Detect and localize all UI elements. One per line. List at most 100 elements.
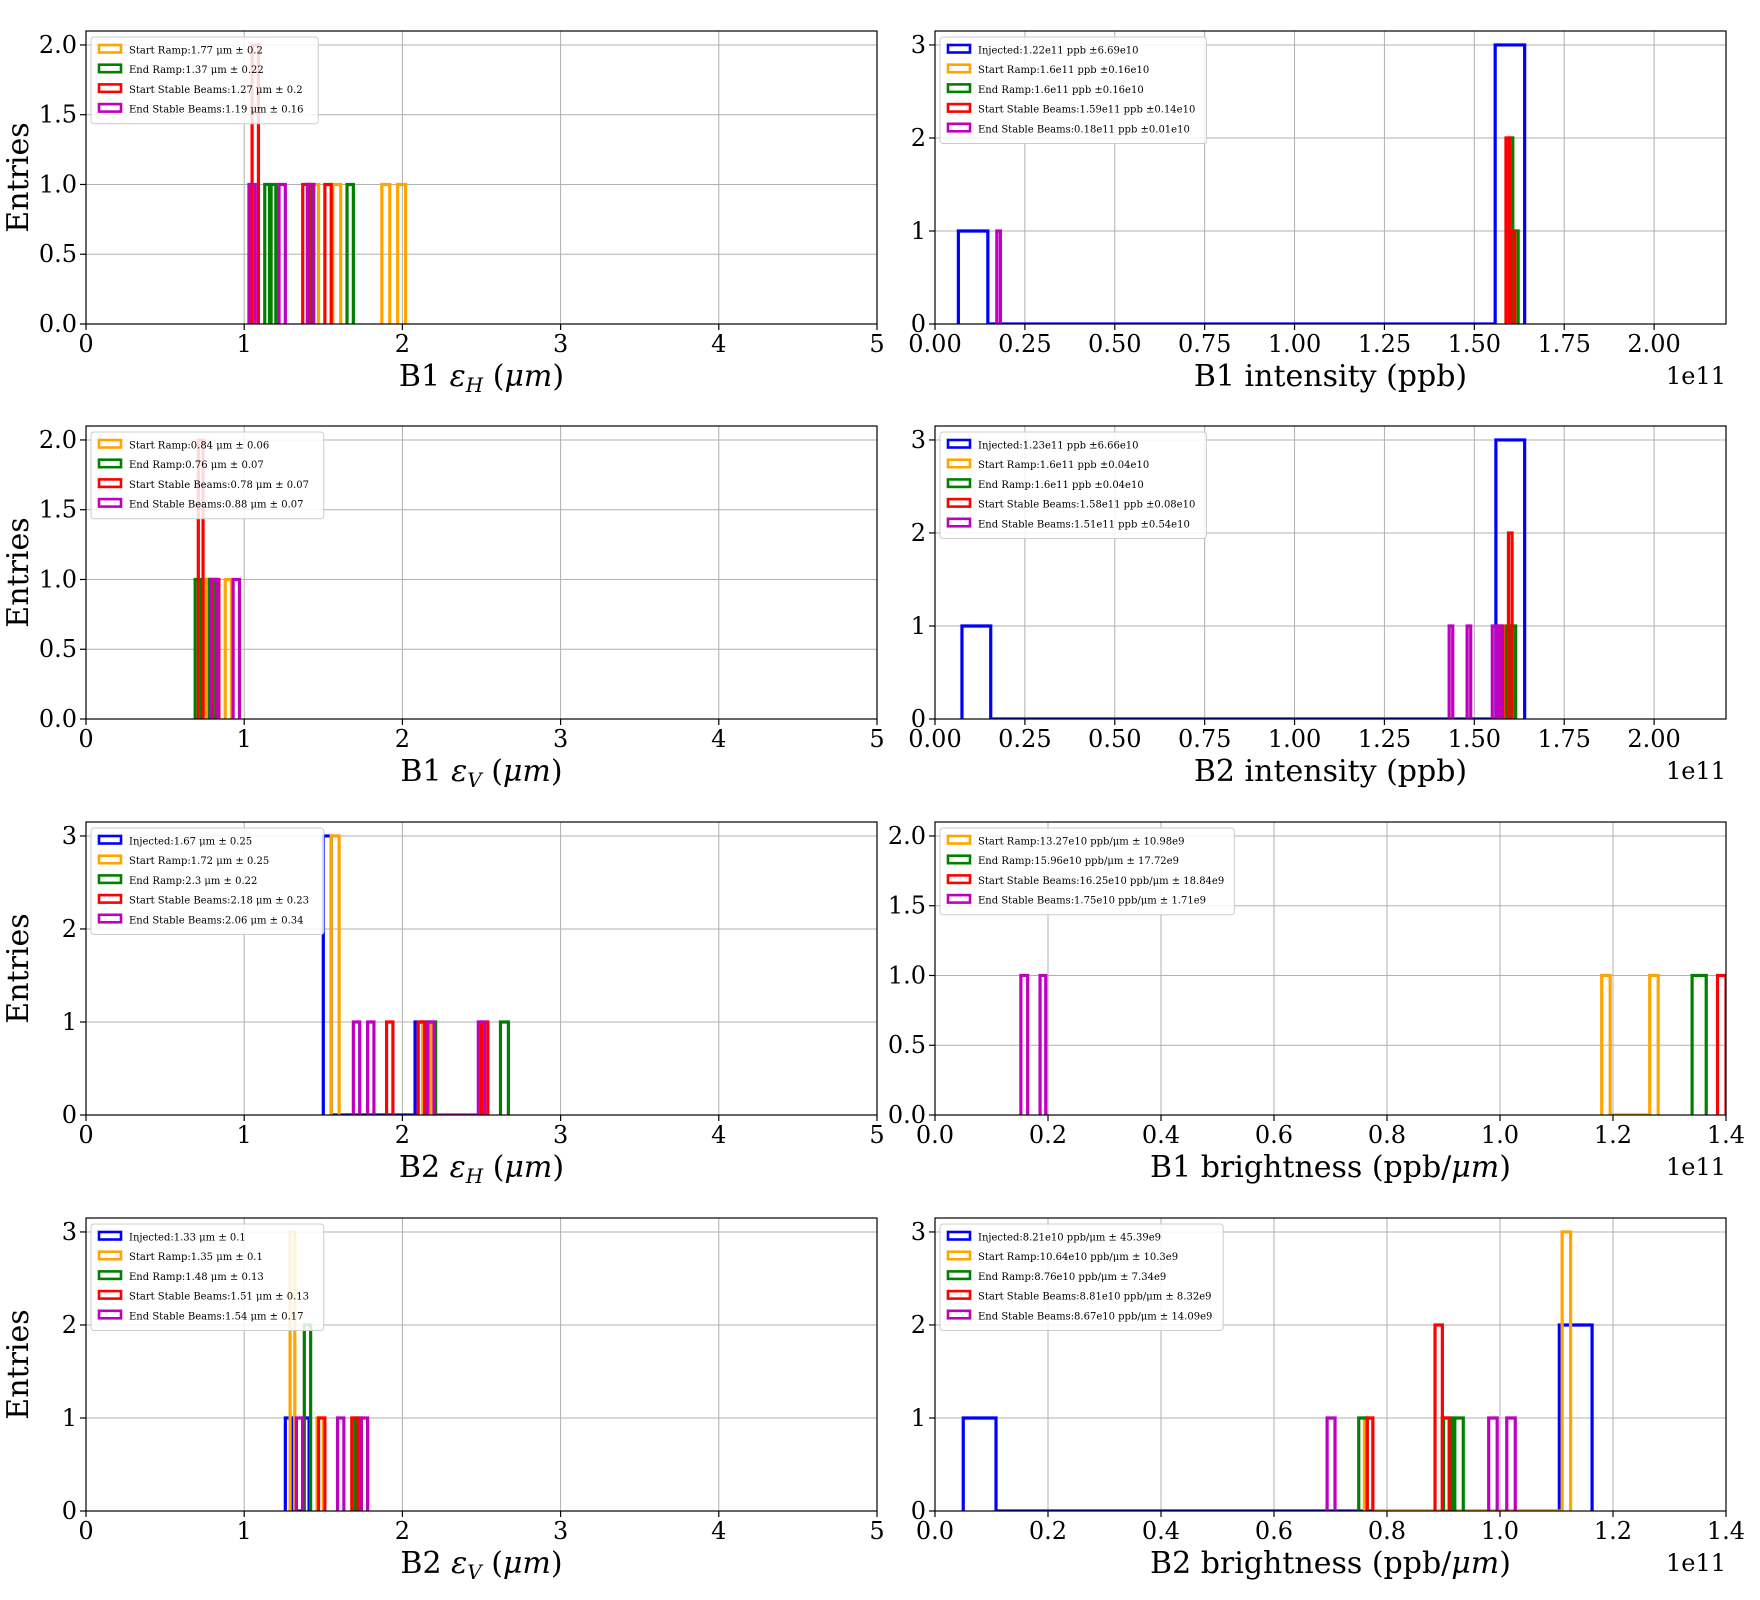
- histogram-bin: [247, 182, 257, 324]
- x-tick-label: 1.4: [1707, 1517, 1745, 1545]
- y-tick-label: 1: [62, 1404, 77, 1432]
- histogram-bin: [350, 1416, 360, 1511]
- x-axis-label-part: H: [465, 373, 484, 397]
- y-tick-label: 1.0: [39, 565, 77, 593]
- legend-swatch: [946, 458, 972, 469]
- histogram-bars: [247, 43, 408, 324]
- legend-label: End Stable Beams:1.54 μm ± 0.17: [129, 1311, 304, 1322]
- x-tick-label: 0.4: [1142, 1517, 1180, 1545]
- x-axis-label-part: B1 intensity (ppb): [1194, 359, 1467, 394]
- histogram-bin: [365, 1020, 376, 1115]
- x-axis-label: B1 intensity (ppb): [1194, 359, 1467, 394]
- legend-swatch: [946, 1230, 972, 1241]
- histogram-bin: [476, 1020, 487, 1115]
- y-tick-label: 0: [911, 310, 926, 338]
- legend-swatch: [946, 1289, 972, 1300]
- legend-label: End Ramp:2.3 μm ± 0.22: [129, 876, 257, 887]
- legend-label: Start Ramp:1.35 μm ± 0.1: [129, 1252, 263, 1263]
- legend-label: Start Ramp:1.6e11 ppb ±0.04e10: [978, 460, 1149, 471]
- histogram-bin: [1447, 624, 1455, 719]
- x-tick-label: 0.00: [908, 725, 961, 753]
- x-tick-label: 2.00: [1627, 330, 1680, 358]
- x-tick-label: 2: [395, 1517, 410, 1545]
- x-tick-label: 0.50: [1088, 725, 1141, 753]
- legend-swatch: [97, 438, 123, 449]
- chart-panel-8: 0.0 0.2 0.4 0.6 0.8 1.0 1.2 1.4 0 1 2 3 B2 brightnes…: [911, 1217, 1745, 1581]
- x-tick-label: 1.00: [1268, 330, 1321, 358]
- x-tick-label: 0.75: [1178, 330, 1231, 358]
- chart-panel-4: 0.00 0.25 0.50 0.75 1.00 1.25 1.50 1.75 2.00 0 1 2 3…: [908, 425, 1727, 789]
- legend-label: End Ramp:8.76e10 ppb/μm ± 7.34e9: [978, 1272, 1166, 1283]
- legend-label: Injected:1.67 μm ± 0.25: [129, 837, 252, 848]
- x-axis-label-part: (: [483, 1150, 504, 1185]
- x-tick-label: 2: [395, 725, 410, 753]
- x-axis-label-part: ): [1499, 1546, 1511, 1581]
- x-tick-label: 4: [711, 725, 726, 753]
- legend-label: Start Stable Beams:2.18 μm ± 0.23: [129, 896, 309, 907]
- y-tick-label: 2: [911, 519, 926, 547]
- histogram-bin: [1038, 973, 1048, 1115]
- legend-box: [90, 1223, 325, 1331]
- y-tick-label: 2.0: [888, 822, 926, 850]
- x-tick-label: 4: [711, 330, 726, 358]
- x-tick-label: 2.00: [1627, 725, 1680, 753]
- axes-frame: [934, 821, 1727, 1116]
- x-axis-label-part: B2 intensity (ppb): [1194, 754, 1467, 789]
- x-tick-label: 1.75: [1537, 330, 1590, 358]
- legend-swatch: [946, 893, 972, 904]
- histogram-bin: [1325, 1416, 1337, 1511]
- legend-box: [90, 827, 325, 935]
- x-tick-label: 5: [869, 725, 884, 753]
- histogram-bin: [384, 1020, 395, 1115]
- y-tick-label: 2.0: [39, 31, 77, 59]
- histogram-bin: [1490, 624, 1498, 719]
- x-tick-label: 1.4: [1707, 1121, 1745, 1149]
- histogram-bin: [277, 182, 287, 324]
- axes-frame: [85, 30, 878, 325]
- legend-label: End Stable Beams:8.67e10 ppb/μm ± 14.09e…: [978, 1311, 1212, 1322]
- legend-swatch: [97, 497, 123, 508]
- x-axis-label: B1 εH (μm): [399, 359, 564, 397]
- x-axis-label-part: ): [552, 359, 564, 394]
- x-tick-label: 1.0: [1481, 1121, 1519, 1149]
- legend: Injected:1.23e11 ppb ±6.66e10 Start Ramp:…: [939, 431, 1207, 539]
- x-tick-label: 1.25: [1358, 725, 1411, 753]
- y-tick-label: 1: [911, 612, 926, 640]
- x-axis-label-part: ε: [451, 1546, 467, 1581]
- histogram-bin: [1505, 1416, 1517, 1511]
- x-axis-label-part: ): [551, 1546, 563, 1581]
- legend-label: Injected:8.21e10 ppb/μm ± 45.39e9: [978, 1233, 1161, 1244]
- legend-label: Start Stable Beams:1.59e11 ppb ±0.14e10: [978, 105, 1195, 116]
- y-axis-label: Entries: [1, 517, 36, 627]
- y-tick-label: 0: [911, 1497, 926, 1525]
- histogram-bin: [294, 1416, 305, 1511]
- x-tick-label: 5: [869, 330, 884, 358]
- legend-label: End Ramp:1.37 μm ± 0.22: [129, 65, 264, 76]
- histogram-bin: [1509, 229, 1517, 324]
- x-offset-label: 1e11: [1666, 757, 1726, 785]
- y-tick-label: 0: [911, 705, 926, 733]
- legend: Start Ramp:13.27e10 ppb/μm ± 10.98e9 End …: [939, 827, 1235, 916]
- x-axis-label-part: (: [482, 1546, 503, 1581]
- histogram-bars: [1019, 973, 1726, 1115]
- x-tick-label: 2: [395, 330, 410, 358]
- legend-label: Start Ramp:1.72 μm ± 0.25: [129, 856, 269, 867]
- legend-swatch: [946, 102, 972, 113]
- x-axis-label-part: ): [1499, 1150, 1511, 1185]
- chart-panel-6: 0.0 0.2 0.4 0.6 0.8 1.0 1.2 1.4 0.0 0.5 1.0 1.5 2.0 B…: [888, 821, 1745, 1185]
- y-tick-label: 2: [911, 1311, 926, 1339]
- legend-box: [939, 431, 1207, 539]
- x-axis-label-part: μm: [504, 1150, 552, 1185]
- legend-swatch: [97, 913, 123, 924]
- histogram-bin: [1496, 624, 1503, 719]
- y-tick-label: 2: [62, 915, 77, 943]
- legend: Injected:1.33 μm ± 0.1 Start Ramp:1.35 μm…: [90, 1223, 325, 1331]
- legend-label: End Ramp:15.96e10 ppb/μm ± 17.72e9: [978, 856, 1179, 867]
- histogram-bin: [416, 1020, 427, 1115]
- x-tick-label: 4: [711, 1121, 726, 1149]
- y-tick-label: 3: [911, 1218, 926, 1246]
- x-axis-label-part: ): [552, 1150, 564, 1185]
- x-axis-label: B2 εH (μm): [399, 1150, 564, 1188]
- y-tick-label: 1: [911, 1404, 926, 1432]
